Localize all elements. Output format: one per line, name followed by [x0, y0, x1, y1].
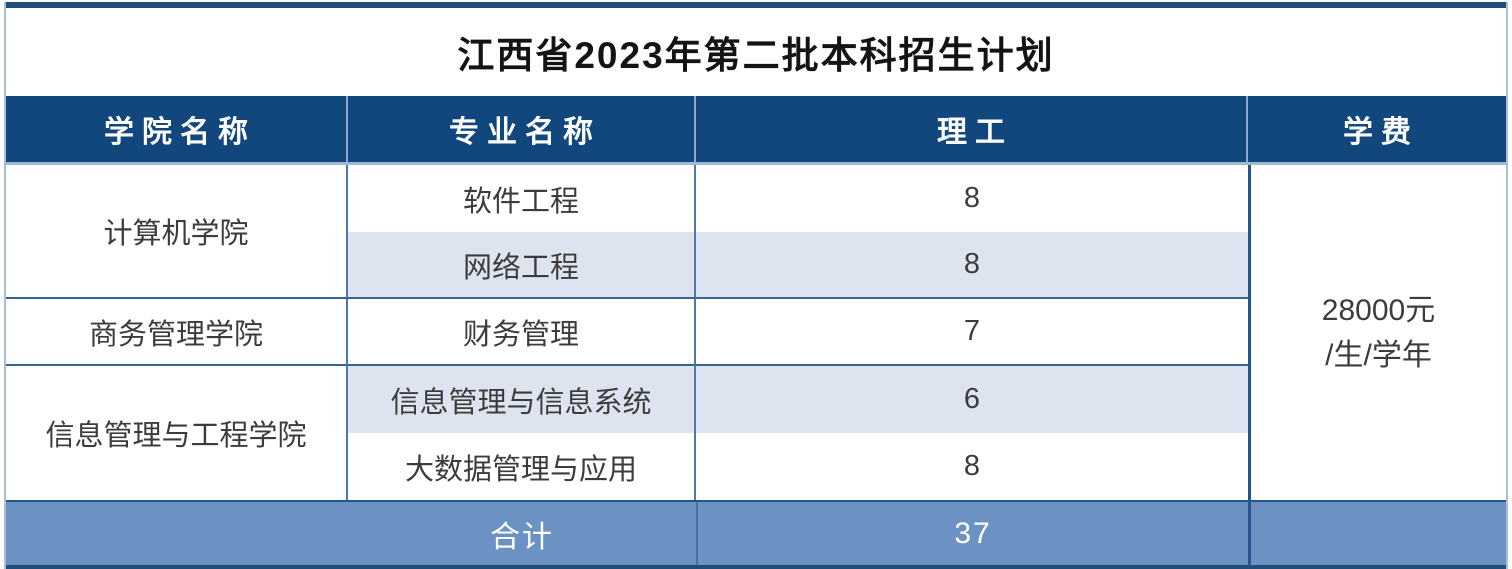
tuition-cell: 28000元 /生/学年 — [1248, 165, 1506, 500]
major-cell: 软件工程 — [348, 165, 696, 232]
title-row: 江西省2023年第二批本科招生计划 — [6, 8, 1506, 96]
table-body: 计算机学院 商务管理学院 信息管理与工程学院 软件工程 8 网络工程 8 财务管… — [6, 165, 1506, 500]
header-major: 专业名称 — [348, 96, 696, 162]
track-count-cell: 8 — [696, 232, 1248, 299]
table-title: 江西省2023年第二批本科招生计划 — [457, 35, 1055, 76]
college-cell: 计算机学院 — [6, 165, 348, 299]
total-label: 合计 — [490, 520, 554, 554]
total-row-empty-cell — [6, 502, 348, 565]
total-count: 37 — [696, 502, 1248, 565]
header-college: 学院名称 — [6, 96, 348, 162]
top-border-bar — [6, 2, 1506, 8]
header-track: 理工 — [696, 96, 1248, 162]
college-cell: 商务管理学院 — [6, 299, 348, 366]
major-cell: 信息管理与信息系统 — [348, 366, 696, 433]
total-row: 合计 37 — [6, 500, 1506, 569]
track-count-cell: 7 — [696, 299, 1248, 366]
track-count-cell: 6 — [696, 366, 1248, 433]
table-header-row: 学院名称 专业名称 理工 学费 — [6, 96, 1506, 165]
tuition-amount: 28000元 — [1321, 293, 1436, 327]
major-cell: 大数据管理与应用 — [348, 433, 696, 500]
track-count-cell: 8 — [963, 182, 981, 214]
enrollment-plan-table: 江西省2023年第二批本科招生计划 学院名称 专业名称 理工 学费 计算机学院 … — [4, 2, 1508, 569]
major-cell: 网络工程 — [348, 232, 696, 299]
track-count-cell: 8 — [963, 450, 981, 482]
tuition-unit: /生/学年 — [1325, 338, 1432, 372]
major-cell: 财务管理 — [348, 299, 696, 366]
total-row-tuition-cell — [1248, 502, 1506, 565]
header-tuition: 学费 — [1343, 116, 1419, 149]
college-cell: 信息管理与工程学院 — [6, 366, 348, 500]
